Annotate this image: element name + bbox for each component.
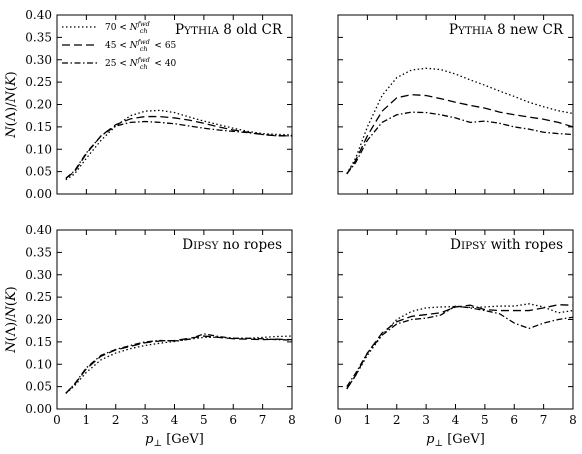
series-line-dotted [346,303,574,390]
x-tick-label: 1 [364,413,372,427]
panel-title: PYTHIA 8 new CR [449,22,564,38]
y-tick-label: 0.05 [25,165,52,179]
panel-title: DIPSY with ropes [450,237,563,253]
series-line-dashed [65,335,293,394]
series-line-dashdot [65,120,292,179]
x-tick-label: 3 [141,413,149,427]
y-tick-label: 0.30 [25,268,52,282]
y-tick-label: 0.35 [25,245,52,259]
y-tick-label: 0.20 [25,98,52,112]
x-tick-label: 8 [569,413,577,427]
series-line-dashed [346,94,574,175]
y-tick-label: 0.40 [25,8,52,22]
y-tick-label: 0.10 [25,142,52,156]
series-line-dotted [65,335,293,394]
panel-title: DIPSY no ropes [182,237,282,253]
axes-frame [56,229,293,410]
y-tick-label: 0.15 [25,120,52,134]
x-tick-label: 7 [259,413,267,427]
y-tick-label: 0.35 [25,30,52,44]
x-tick-label: 1 [83,413,91,427]
series-line-dotted [346,67,574,175]
x-tick-label: 2 [393,413,401,427]
y-tick-label: 0.20 [25,313,52,327]
x-tick-label: 5 [200,413,208,427]
x-tick-label: 7 [540,413,548,427]
legend-label: 45 < Nfwd ch < 65 [105,38,177,53]
panel-2 [337,14,574,195]
y-tick-label: 0.00 [25,402,52,416]
y-tick-label: 0.25 [25,75,52,89]
y-tick-label: 0.30 [25,53,52,67]
x-tick-label: 4 [171,413,179,427]
x-tick-label: 6 [229,413,237,427]
x-tick-label: 0 [53,413,61,427]
y-tick-label: 0.15 [25,335,52,349]
x-tick-label: 4 [452,413,460,427]
y-axis-title: N(Λ)/N(K) [4,71,19,139]
series-line-dashed [346,304,574,390]
y-tick-label: 0.00 [25,187,52,201]
y-tick-label: 0.25 [25,290,52,304]
x-tick-label: 8 [288,413,296,427]
y-tick-label: 0.05 [25,380,52,394]
panel-4: 0 1 2 3 4 5 6 7 8 [334,229,577,427]
series-line-dashdot [65,333,293,394]
y-tick-label: 0.40 [25,223,52,237]
x-tick-label: 3 [422,413,430,427]
x-axis-title: p⊥ [GeV] [145,432,204,449]
x-tick-label: 6 [510,413,518,427]
series-line-dotted [65,109,293,181]
y-axis-title: N(Λ)/N(K) [4,286,19,354]
legend: 70 < Nfwd ch 45 < Nfwd ch < 65 25 < Nfwd ch <… [62,20,177,71]
legend-label: 25 < Nfwd ch < 40 [105,56,177,71]
series-line-dashed [65,115,292,179]
series-line-dashdot [346,111,574,175]
x-tick-label: 2 [112,413,120,427]
series-line-dashdot [346,305,574,387]
axes-frame [337,229,574,410]
y-tick-label: 0.10 [25,357,52,371]
panel-1: 0.00 0.05 0.10 0.15 0.20 0.25 0.30 0.35 0.40 [25,8,293,201]
x-tick-label: 0 [334,413,342,427]
axes-frame [337,14,574,195]
panel-title: PYTHIA 8 old CR [175,22,283,38]
x-axis-title: p⊥ [GeV] [426,432,485,449]
x-tick-label: 5 [481,413,489,427]
legend-label: 70 < Nfwd ch [105,20,150,35]
panel-3: 0 1 2 3 4 5 6 7 8 0.00 0.05 0.10 0.15 0.20 0.25 0.30 0.3… [25,223,296,427]
